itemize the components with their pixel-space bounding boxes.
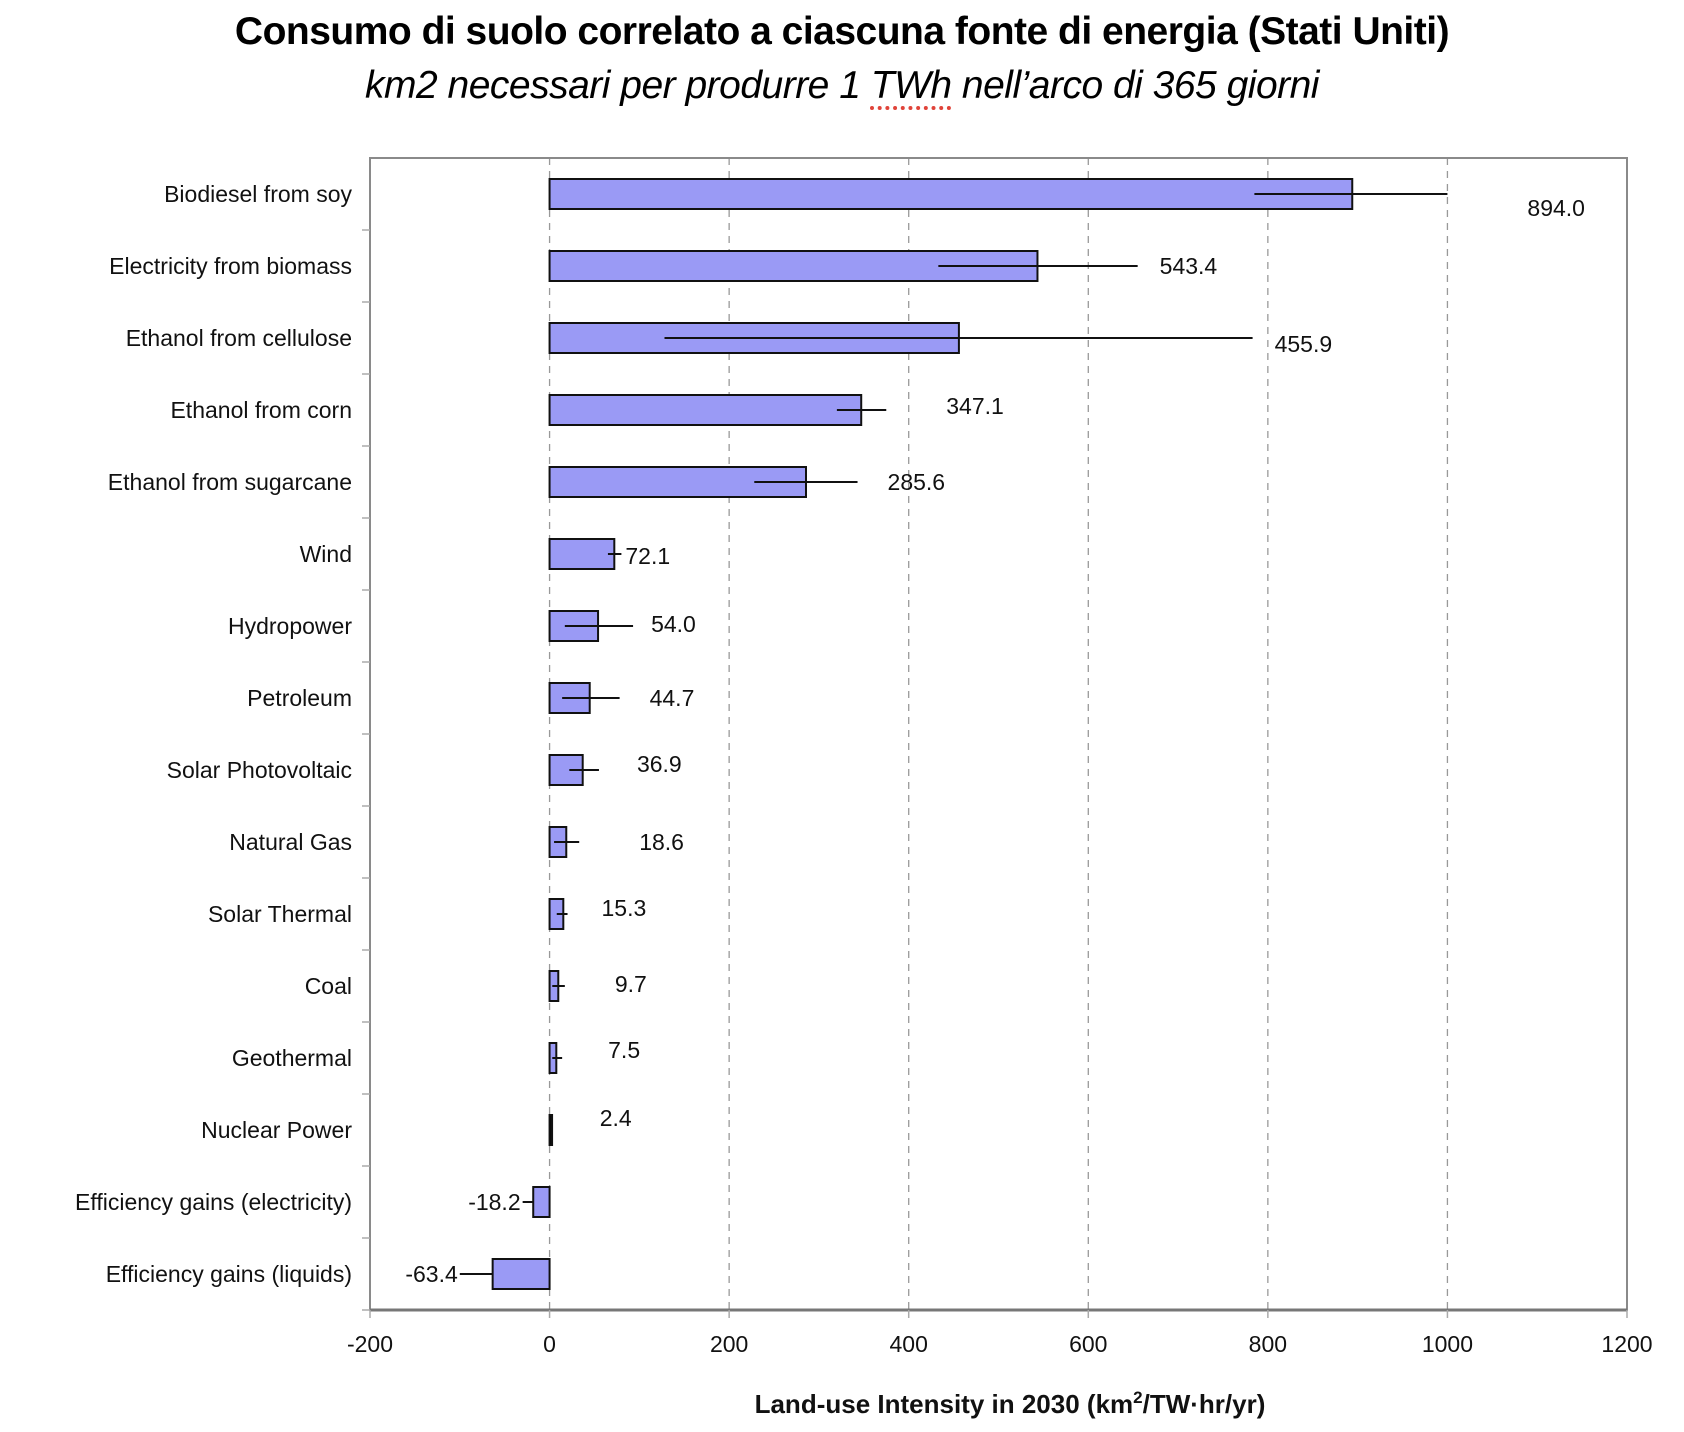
data-label: 18.6 — [639, 829, 684, 855]
bar[interactable] — [548, 1114, 554, 1146]
x-tick-label: 200 — [710, 1331, 748, 1357]
bar[interactable] — [548, 538, 616, 570]
bar[interactable] — [548, 394, 863, 426]
chart-subtitle: km2 necessari per produrre 1 TWh nell’ar… — [0, 64, 1684, 108]
category-label: Ethanol from cellulose — [126, 325, 352, 351]
data-label: 2.4 — [600, 1105, 632, 1131]
x-tick-label: -200 — [347, 1331, 393, 1357]
data-label: 15.3 — [602, 895, 647, 921]
category-label: Solar Photovoltaic — [167, 757, 352, 783]
category-label: Natural Gas — [229, 829, 352, 855]
data-label: 543.4 — [1160, 253, 1218, 279]
subtitle-flagged-word: TWh — [870, 64, 952, 107]
x-tick-label: 800 — [1249, 1331, 1287, 1357]
category-label: Geothermal — [232, 1045, 352, 1071]
x-axis-label: Land-use Intensity in 2030 (km2/TW·hr/yr… — [755, 1388, 1266, 1419]
data-label: 285.6 — [888, 469, 946, 495]
x-tick-label: 600 — [1069, 1331, 1107, 1357]
category-label: Nuclear Power — [201, 1117, 352, 1143]
data-label: 347.1 — [946, 393, 1004, 419]
data-label: 894.0 — [1527, 195, 1585, 221]
bar[interactable] — [532, 1186, 551, 1218]
data-label: 54.0 — [651, 611, 696, 637]
plot-frame — [362, 157, 1628, 1318]
bar[interactable] — [491, 1258, 551, 1290]
data-label: 455.9 — [1275, 331, 1333, 357]
x-tick-label: 0 — [543, 1331, 556, 1357]
category-label: Biodiesel from soy — [164, 181, 352, 207]
data-label: 72.1 — [625, 543, 670, 569]
data-label: 36.9 — [637, 751, 682, 777]
category-label: Ethanol from sugarcane — [108, 469, 352, 495]
category-label: Hydropower — [228, 613, 352, 639]
data-label: 7.5 — [608, 1037, 640, 1063]
grid-lines — [548, 158, 1449, 1310]
data-label: 9.7 — [615, 971, 647, 997]
x-tick-label: 400 — [890, 1331, 928, 1357]
category-label: Efficiency gains (liquids) — [106, 1261, 352, 1287]
error-bars — [459, 193, 1448, 1275]
x-tick-label: 1200 — [1601, 1331, 1652, 1357]
category-label: Petroleum — [247, 685, 352, 711]
data-label: -63.4 — [405, 1261, 458, 1287]
category-label: Efficiency gains (electricity) — [75, 1189, 352, 1215]
category-label: Wind — [300, 541, 352, 567]
data-label: 44.7 — [650, 685, 695, 711]
subtitle-text-end: nell’arco di 365 giorni — [951, 64, 1320, 107]
chart-title: Consumo di suolo correlato a ciascuna fo… — [234, 10, 1450, 53]
x-tick-labels: -200 0 200 400 600 800 1000 1200 — [347, 1331, 1653, 1357]
bar[interactable] — [548, 178, 1354, 210]
category-label: Coal — [305, 973, 352, 999]
x-tick-label: 1000 — [1422, 1331, 1473, 1357]
category-label: Electricity from biomass — [109, 253, 352, 279]
subtitle-text-start: km2 necessari per produrre 1 — [365, 64, 871, 107]
value-labels: 894.0 543.4 455.9 347.1 285.6 72.1 54.0 44.7 36.… — [405, 195, 1585, 1287]
category-label: Ethanol from corn — [170, 397, 352, 423]
category-label: Solar Thermal — [208, 901, 352, 927]
category-labels: Biodiesel from soy Electricity from bioma… — [75, 181, 352, 1287]
data-label: -18.2 — [468, 1189, 520, 1215]
